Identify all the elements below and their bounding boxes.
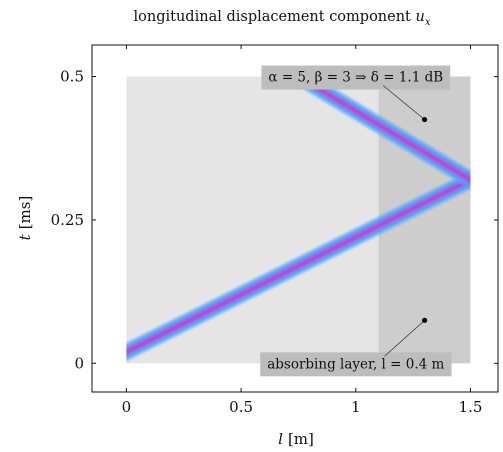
annotation-label: absorbing layer, l = 0.4 m — [267, 356, 444, 372]
annotation-point — [421, 116, 428, 123]
x-axis-label-symbol: l — [278, 430, 283, 448]
annotation-leader — [382, 85, 425, 120]
wave-front-band — [288, 76, 471, 192]
y-axis-label-symbol: t — [16, 233, 34, 240]
x-tick-label: 1.5 — [459, 398, 483, 416]
annotations: α = 5, β = 3 ⇒ δ = 1.1 dB absorbing layer… — [260, 65, 452, 377]
chart-title-text: longitudinal displacement component — [134, 9, 416, 25]
y-tick-label: 0.25 — [51, 211, 84, 229]
annotation-point — [421, 317, 428, 323]
chart-title-subscript: x — [425, 17, 431, 28]
axis-frame — [91, 44, 499, 393]
wave-fronts — [126, 76, 471, 364]
annotation-leader — [384, 320, 425, 357]
x-axis-label-unit: [m] — [288, 430, 314, 448]
annotation-2: absorbing layer, l = 0.4 m — [260, 317, 452, 377]
annotation-1: α = 5, β = 3 ⇒ δ = 1.1 dB — [261, 65, 451, 123]
chart-title-symbol: u — [416, 9, 425, 25]
annotation-box — [261, 65, 451, 90]
x-tick-label: 1 — [351, 398, 361, 416]
axis-ticks: 0 0.5 1 1.5 0 0.25 0.5 — [51, 45, 498, 416]
x-axis-label: l [m] — [278, 430, 314, 448]
chart-title: longitudinal displacement component ux — [134, 9, 431, 28]
y-axis-label: t [ms] — [16, 196, 34, 241]
x-tick-label: 0.5 — [229, 398, 253, 416]
x-tick-label: 0 — [122, 398, 132, 416]
y-axis-label-unit: [ms] — [16, 196, 34, 230]
annotation-label: α = 5, β = 3 ⇒ δ = 1.1 dB — [268, 70, 443, 86]
annotation-box — [260, 352, 452, 377]
wave-front-1 — [126, 168, 471, 364]
y-tick-label: 0 — [74, 354, 84, 372]
plot-area — [126, 76, 471, 364]
wave-front-2 — [288, 76, 471, 192]
wave-front-band — [126, 168, 471, 364]
y-tick-label: 0.5 — [60, 68, 84, 86]
